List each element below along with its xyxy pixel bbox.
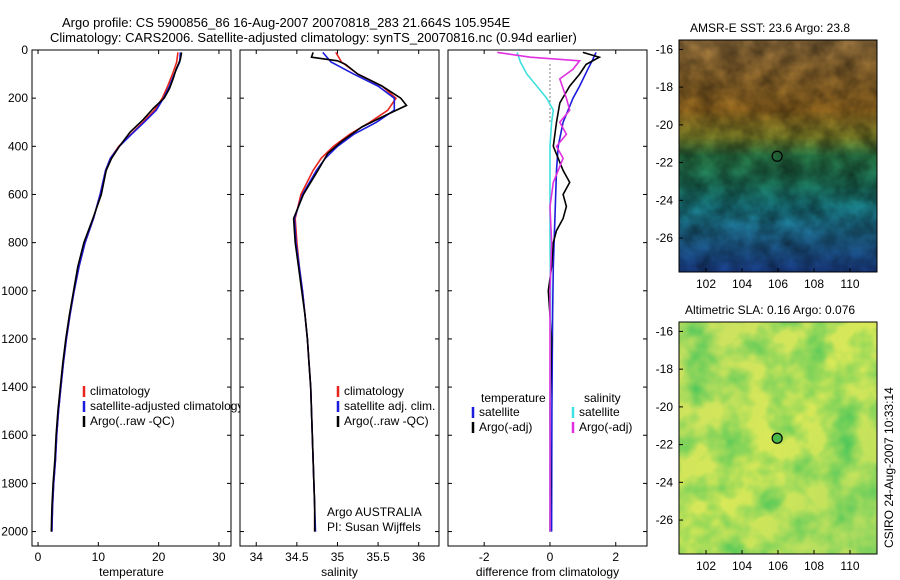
legend-label: satellite — [479, 405, 520, 419]
series-line-salinity-argo-adj- — [497, 51, 582, 532]
map-title: Altimetric SLA: 0.16 Argo: 0.076 — [685, 303, 855, 317]
legend-label: climatology — [90, 384, 150, 398]
x-tick-label: 34.5 — [285, 550, 309, 564]
x-tick-label: 110 — [840, 559, 859, 573]
y-tick-label: -22 — [656, 156, 674, 170]
plot-frame — [31, 49, 232, 547]
x-tick-label: 104 — [732, 277, 752, 291]
x-tick-label: 108 — [804, 277, 824, 291]
x-axis-label: salinity — [321, 565, 358, 579]
y-tick-label: -18 — [656, 80, 674, 94]
sst-map-panel: AMSR-E SST: 23.6 Argo: 23.8 102 104 106 108 1… — [656, 21, 878, 291]
y-tick-label: -24 — [656, 193, 674, 207]
x-tick-label: 0 — [35, 550, 42, 564]
x-tick-label: 106 — [768, 559, 788, 573]
salinity-panel: 34 34.5 35 35.5 36 salinity climatologysatelli… — [239, 49, 440, 579]
y-tick-label: 1400 — [1, 380, 28, 394]
x-tick-label: -2 — [479, 550, 490, 564]
x-tick-label: 102 — [696, 277, 716, 291]
legend-label: Argo(-adj) — [579, 420, 632, 434]
map-texture — [679, 40, 877, 272]
y-tick-label: -26 — [656, 513, 674, 527]
x-tick-label: 34 — [250, 550, 264, 564]
legend-label: satellite adj. clim. — [344, 399, 435, 413]
y-tick-label: 600 — [8, 187, 28, 201]
series-line-argo-raw-qc- — [50, 52, 183, 532]
x-tick-label: 2 — [612, 550, 619, 564]
y-tick-label: 800 — [8, 236, 28, 250]
argo-location-marker — [771, 150, 783, 162]
x-tick-label: 0 — [547, 550, 554, 564]
annotation-text: PI: Susan Wijffels — [327, 520, 421, 534]
y-tick-label: 1000 — [1, 284, 28, 298]
y-tick-label: 2000 — [1, 525, 28, 539]
legend-group-title: temperature — [481, 391, 546, 405]
x-tick-label: 104 — [732, 559, 752, 573]
x-tick-label: 106 — [768, 277, 788, 291]
y-tick-label: -16 — [656, 324, 674, 338]
footer-stamp: CSIRO 24-Aug-2007 10:33:14 — [882, 387, 896, 548]
header-title: Argo profile: CS 5900856_86 16-Aug-2007 … — [62, 15, 510, 30]
y-tick-label: -24 — [656, 475, 674, 489]
x-tick-label: 10 — [92, 550, 106, 564]
legend-label: satellite — [579, 405, 620, 419]
y-tick-label: 0 — [21, 43, 28, 57]
y-tick-label: -22 — [656, 438, 674, 452]
sla-map-panel: Altimetric SLA: 0.16 Argo: 0.076 102 104 10… — [656, 303, 878, 573]
temperature-panel: 0 10 20 30 0 200 400 600 800 1000 1200 1400 1600 1800… — [1, 43, 243, 579]
series-line-temperature-satellite — [550, 52, 597, 532]
x-tick-label: 108 — [804, 559, 824, 573]
y-tick-label: -18 — [656, 362, 674, 376]
y-tick-label: 400 — [8, 139, 28, 153]
series-line-argo-raw-qc- — [292, 52, 408, 532]
plot-frame — [447, 49, 648, 547]
legend-group-title: salinity — [584, 391, 621, 405]
x-tick-label: 110 — [840, 277, 859, 291]
y-tick-label: 1800 — [1, 476, 28, 490]
annotation-text: Argo AUSTRALIA — [327, 505, 422, 519]
y-tick-label: -16 — [656, 42, 674, 56]
y-tick-label: -20 — [656, 400, 674, 414]
y-tick-label: -20 — [656, 118, 674, 132]
x-tick-label: 102 — [696, 559, 716, 573]
plot-frame — [239, 49, 440, 547]
x-tick-label: 30 — [212, 550, 226, 564]
y-tick-label: 200 — [8, 91, 28, 105]
y-tick-label: 1200 — [1, 332, 28, 346]
legend-label: climatology — [344, 384, 404, 398]
x-tick-label: 35 — [331, 550, 345, 564]
legend-label: satellite-adjusted climatology — [90, 399, 243, 413]
x-axis-label: temperature — [99, 565, 164, 579]
map-title: AMSR-E SST: 23.6 Argo: 23.8 — [690, 21, 850, 35]
argo-location-marker — [771, 432, 783, 444]
x-tick-label: 36 — [412, 550, 426, 564]
x-tick-label: 35.5 — [366, 550, 390, 564]
legend-label: Argo(..raw -QC) — [90, 414, 175, 428]
y-tick-label: 1600 — [1, 428, 28, 442]
legend-label: Argo(..raw -QC) — [344, 414, 429, 428]
y-tick-label: -26 — [656, 231, 674, 245]
x-tick-label: 20 — [152, 550, 166, 564]
header-subtitle: Climatology: CARS2006. Satellite-adjuste… — [50, 30, 577, 45]
x-axis-label: difference from climatology — [476, 565, 619, 579]
legend-label: Argo(-adj) — [479, 420, 532, 434]
